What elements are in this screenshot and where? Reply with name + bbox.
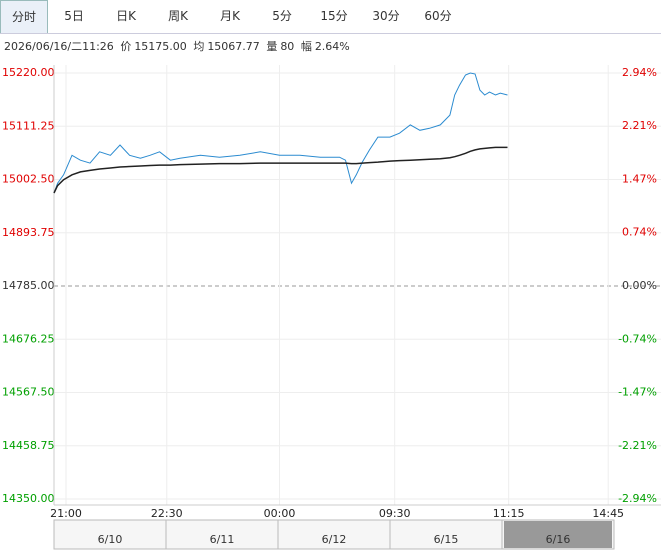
y-tick-label: 14676.25 [2,332,55,345]
tab[interactable]: 月K [220,9,240,23]
vol: 80 [280,40,295,53]
y2-tick-label: -1.47% [618,386,657,399]
y2-tick-label: -0.74% [618,333,657,346]
x-tick-label: 09:30 [379,507,411,520]
tab[interactable]: 5日 [64,9,84,23]
x-tick-label: 21:00 [50,507,82,520]
y-tick-label: 15220.00 [2,66,55,79]
y-tick-label: 14785.00 [2,279,55,292]
navigator-label: 6/12 [322,533,347,546]
x-tick-label: 14:45 [592,507,624,520]
y-tick-label: 14350.00 [2,492,55,505]
navigator-label: 6/10 [98,533,123,546]
label: 量 [266,40,278,53]
amp: 2.64% [314,40,350,53]
y2-tick-label: 0.74% [622,225,657,238]
label: 均 [193,40,205,53]
tab[interactable]: 60分 [424,9,452,23]
y2-tick-label: 2.21% [622,119,657,132]
y2-tick-label: 1.47% [622,173,657,186]
time: 2026/06/16/二11:26 [4,40,114,53]
x-tick-label: 22:30 [151,507,183,520]
avg: 15067.77 [207,40,260,53]
y-tick-label: 14458.75 [2,439,55,452]
tab-bar: 分时 5日 日K 周K 月K 5分 15分 30分 60分 [0,0,661,34]
tab[interactable]: 30分 [372,9,400,23]
line-series [53,146,508,194]
price: 15175.00 [134,40,187,53]
label: 幅 [300,40,312,53]
y-tick-label: 15111.25 [2,119,55,132]
y2-tick-label: 0.00% [622,279,657,292]
x-tick-label: 11:15 [493,507,525,520]
label: 价 [120,40,132,53]
y2-tick-label: 2.94% [622,66,657,79]
navigator-label: 6/16 [546,533,571,546]
y-tick-label: 15002.50 [2,173,55,186]
tab[interactable]: 15分 [320,9,348,23]
line-series [53,72,508,194]
y2-tick-label: -2.21% [618,439,657,452]
tab[interactable]: 5分 [272,9,292,23]
navigator-label: 6/11 [210,533,235,546]
x-tick-label: 00:00 [264,507,296,520]
tab[interactable]: 周K [168,9,188,23]
tab[interactable]: 分时 [0,0,49,33]
navigator-window [504,521,612,548]
navigator-label: 6/15 [434,533,459,546]
y-tick-label: 14567.50 [2,386,55,399]
y-tick-label: 14893.75 [2,226,55,239]
y2-tick-label: -2.94% [618,492,657,505]
tab[interactable]: 日K [116,9,136,23]
